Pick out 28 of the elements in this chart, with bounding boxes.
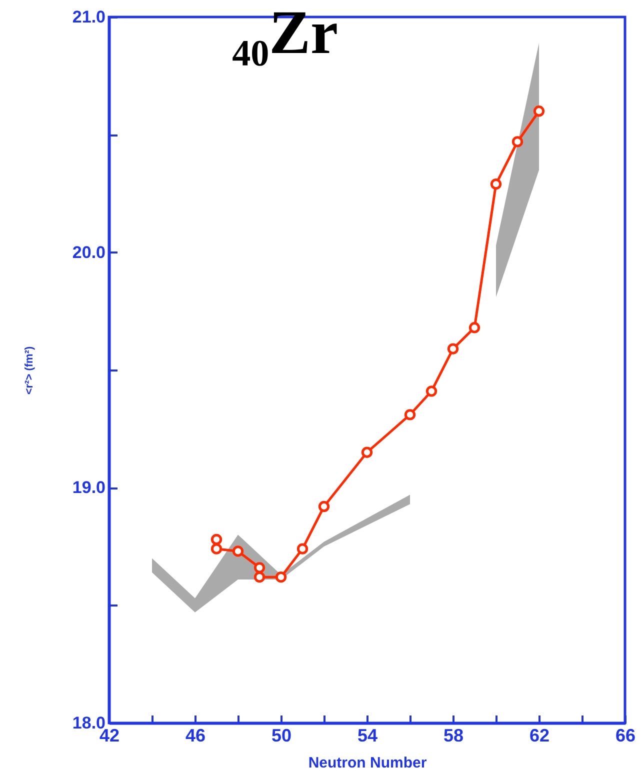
y-tick-label: 20.0 [72, 242, 106, 262]
point [210, 543, 222, 554]
y-axis-title: <r²> (fm²) [23, 346, 36, 395]
point [468, 322, 480, 334]
point [512, 136, 524, 148]
point [210, 534, 222, 546]
point [254, 562, 266, 574]
point [426, 386, 438, 397]
x-tick-label: 66 [615, 726, 636, 746]
point [232, 546, 244, 557]
point [318, 500, 330, 512]
point [254, 572, 266, 583]
x-tick-label: 46 [185, 726, 206, 746]
point [275, 572, 287, 583]
point [404, 409, 416, 420]
point [490, 178, 502, 190]
point [296, 543, 308, 554]
point [533, 106, 545, 117]
point [361, 446, 373, 458]
chart-title: ₄₀Zr [232, 0, 338, 67]
x-tick-label: 54 [357, 726, 378, 746]
y-tick-label: 21.0 [72, 8, 106, 26]
point [447, 343, 459, 354]
x-tick-label: 58 [443, 726, 464, 746]
y-tick-label: 19.0 [72, 478, 106, 498]
x-tick-label: 50 [271, 726, 292, 746]
x-tick-label: 62 [529, 726, 550, 746]
x-axis-title: Neutron Number [308, 754, 427, 772]
